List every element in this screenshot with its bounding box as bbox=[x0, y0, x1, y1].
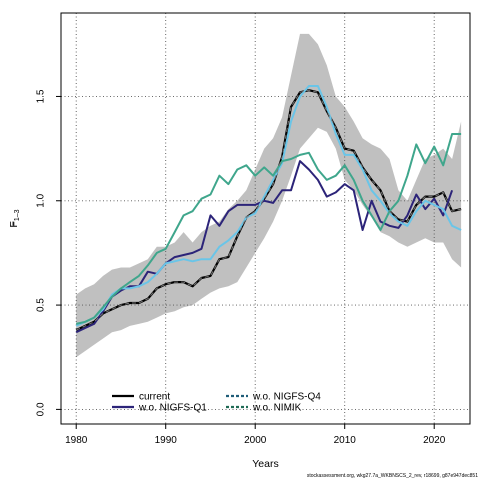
x-axis-title: Years bbox=[252, 458, 278, 470]
legend-item-w-o-nimik: w.o. NIMIK bbox=[226, 403, 302, 414]
y-tick-label: 0.0 bbox=[36, 402, 47, 416]
confidence-band bbox=[76, 33, 462, 358]
x-tick-label: 1980 bbox=[65, 435, 88, 446]
y-axis-title-subscript: 1–3 bbox=[14, 209, 21, 221]
series-line-w-o-nimik bbox=[75, 133, 462, 325]
y-tick-label: 0.5 bbox=[36, 298, 47, 312]
series-line-w-o-nigfs-q4 bbox=[75, 85, 462, 327]
y-axis-title-main: F1–3 bbox=[8, 209, 21, 227]
x-tick-label: 1990 bbox=[155, 435, 178, 446]
legend-label: w.o. NIGFS-Q1 bbox=[138, 403, 207, 414]
source-note: stockassessment.org, wkg27.7a_WKBNSCS_2_… bbox=[307, 473, 478, 479]
y-axis: 0.0 0.5 1.0 1.5 bbox=[36, 89, 61, 416]
y-tick-label: 1.5 bbox=[36, 89, 47, 103]
x-tick-label: 2000 bbox=[244, 435, 267, 446]
legend-item-w-o-nigfs-q4: w.o. NIGFS-Q4 bbox=[226, 392, 321, 403]
x-tick-label: 2010 bbox=[334, 435, 357, 446]
confidence-band-area bbox=[76, 33, 462, 358]
x-axis: 1980 1990 2000 2010 2020 bbox=[65, 424, 446, 446]
y-axis-title: F1–3 bbox=[8, 209, 21, 227]
legend-item-current: current bbox=[112, 392, 170, 403]
legend-item-w-o-nigfs-q1: w.o. NIGFS-Q1 bbox=[112, 403, 207, 414]
y-axis-title-symbol: F bbox=[8, 221, 20, 227]
legend-label: w.o. NIMIK bbox=[252, 403, 302, 414]
series-lines bbox=[75, 85, 462, 334]
y-tick-label: 1.0 bbox=[36, 193, 47, 207]
legend-label: current bbox=[139, 392, 170, 403]
legend-label: w.o. NIGFS-Q4 bbox=[252, 392, 321, 403]
x-tick-label: 2020 bbox=[423, 435, 446, 446]
series-line-current-dash bbox=[75, 89, 462, 331]
plot-frame bbox=[60, 12, 471, 425]
